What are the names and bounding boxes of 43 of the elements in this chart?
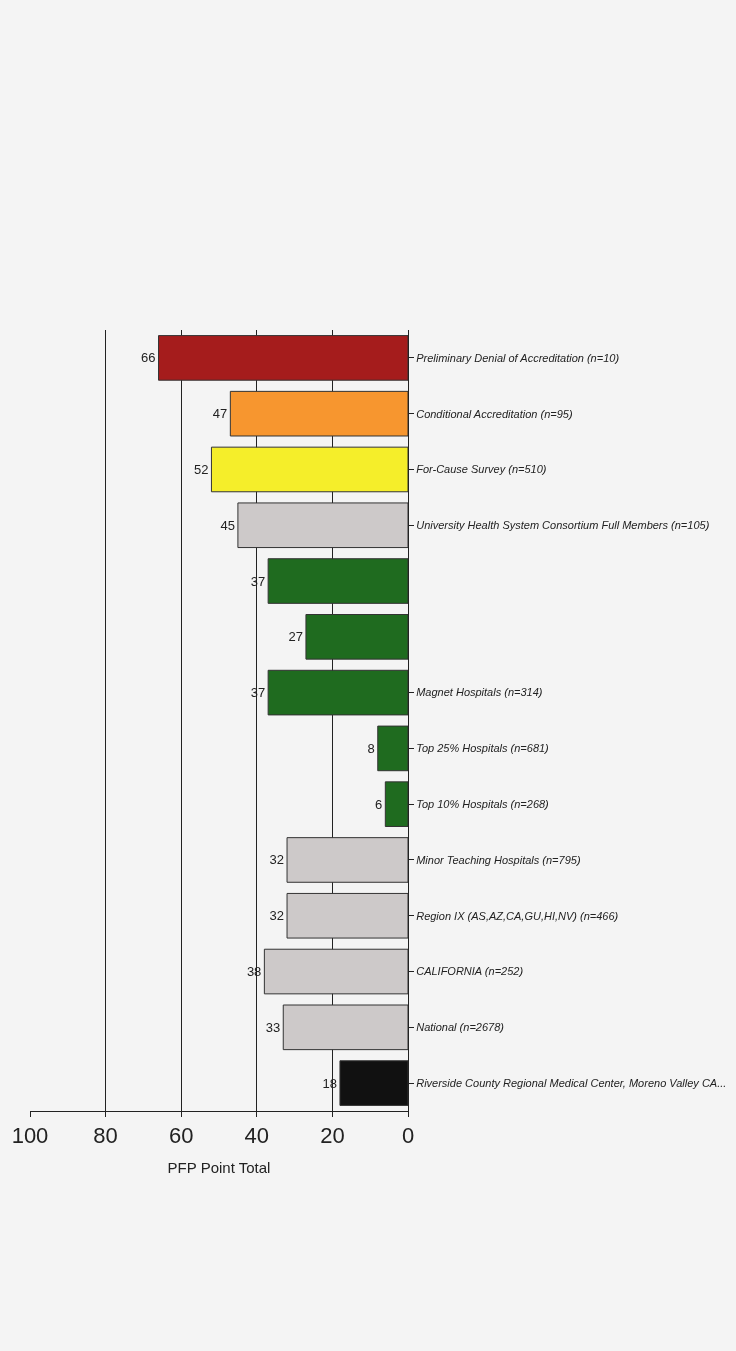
bar <box>305 614 408 660</box>
bar <box>286 892 408 939</box>
x-tick-label: 0 <box>401 1123 415 1149</box>
y-tick-label: Conditional Accreditation (n=95) <box>416 407 573 420</box>
y-tick-label: For-Cause Survey (n=510) <box>416 463 547 476</box>
data-label: 45 <box>220 517 235 533</box>
bar <box>282 1004 408 1051</box>
x-axis-title: PFP Point Total <box>167 1159 271 1177</box>
bar <box>286 837 408 883</box>
x-tick-label: 80 <box>93 1123 118 1149</box>
x-tick-label: 100 <box>11 1123 49 1149</box>
bar <box>339 1060 408 1106</box>
bar <box>210 446 408 493</box>
x-tick-label: 40 <box>244 1123 270 1149</box>
data-label: 66 <box>141 350 156 366</box>
bar <box>237 502 408 549</box>
data-label: 52 <box>193 461 209 477</box>
data-label: 6 <box>375 796 383 812</box>
bar <box>377 725 408 772</box>
bar <box>263 948 408 995</box>
bar <box>158 335 408 381</box>
y-tick-label: Magnet Hospitals (n=314) <box>416 686 543 699</box>
y-tick-label: Minor Teaching Hospitals (n=795) <box>416 853 581 866</box>
x-tick-label: 60 <box>168 1123 194 1149</box>
y-tick-label: Top 10% Hospitals (n=268) <box>416 798 550 811</box>
y-tick-label: Riverside County Regional Medical Center, Moreno Valley CA... <box>416 1076 727 1089</box>
y-tick-label: Top 25% Hospitals (n=681) <box>416 742 550 755</box>
data-label: 33 <box>265 1019 281 1035</box>
data-label: 8 <box>367 740 375 756</box>
bar <box>384 781 408 827</box>
y-tick-label: University Health System Consortium Full Members (n=105) <box>416 519 710 532</box>
y-tick-label: CALIFORNIA (n=252) <box>416 965 524 978</box>
bar <box>229 390 408 437</box>
bar <box>267 558 408 604</box>
bar <box>267 669 408 716</box>
data-label: 32 <box>269 908 285 924</box>
x-tick-label: 20 <box>320 1123 345 1149</box>
data-label: 27 <box>288 629 303 645</box>
data-label: 47 <box>212 406 228 422</box>
y-tick-label: Region IX (AS,AZ,CA,GU,HI,NV) (n=466) <box>416 909 619 922</box>
y-tick-label: National (n=2678) <box>416 1021 505 1034</box>
y-tick-label: Preliminary Denial of Accreditation (n=10) <box>416 351 620 364</box>
data-label: 32 <box>269 852 285 868</box>
